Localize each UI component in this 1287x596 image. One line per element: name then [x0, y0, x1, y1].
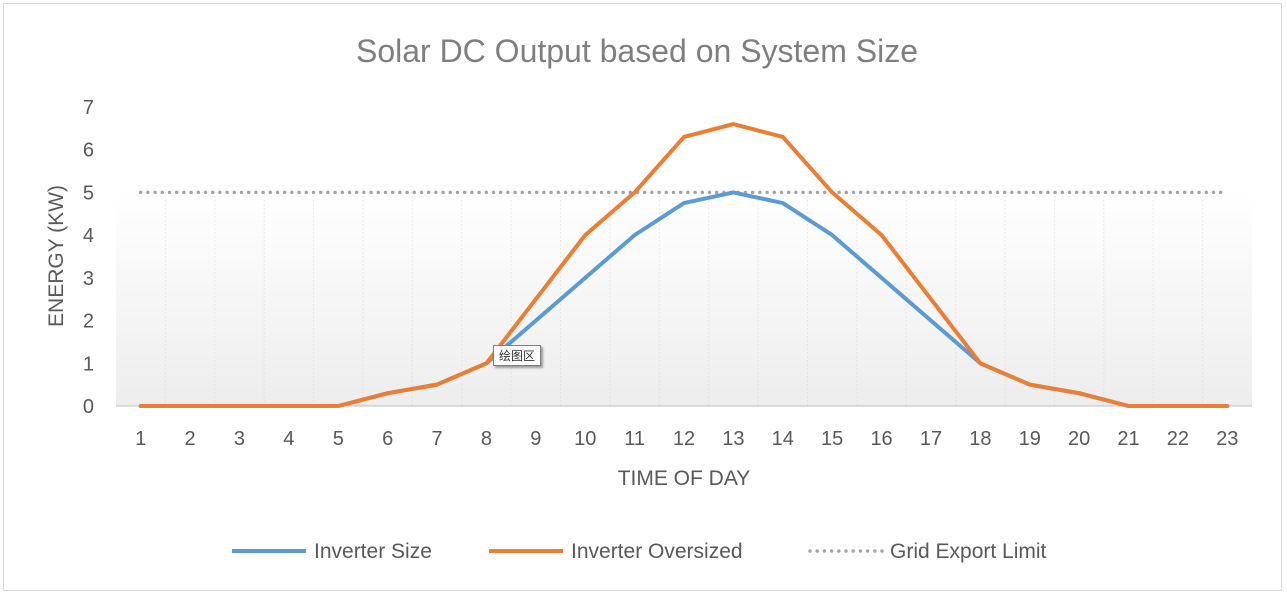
series-layer: [138, 122, 1230, 408]
y-tick-label: 6: [83, 140, 94, 162]
x-tick-label: 8: [481, 428, 492, 450]
x-tick-label: 14: [772, 428, 794, 450]
x-tick-label: 10: [574, 428, 596, 450]
chart-title: Solar DC Output based on System Size: [356, 33, 918, 69]
x-tick-label: 11: [624, 428, 645, 450]
y-tick-label: 1: [83, 353, 94, 375]
x-tick-label: 15: [821, 428, 843, 450]
x-tick-label: 5: [333, 428, 344, 450]
x-tick-label: 13: [722, 428, 744, 450]
x-tick-label: 19: [1019, 428, 1041, 450]
legend: Inverter Size Inverter Oversized Grid Expo…: [232, 540, 1047, 563]
x-axis-title: TIME OF DAY: [618, 467, 751, 490]
x-tick-label: 6: [382, 428, 393, 450]
x-tick-label: 23: [1216, 428, 1238, 450]
x-tick-label: 20: [1068, 428, 1090, 450]
legend-label-inverter-oversized: Inverter Oversized: [571, 540, 743, 563]
legend-label-inverter-size: Inverter Size: [314, 540, 432, 563]
x-tick-label: 17: [920, 428, 942, 450]
x-tick-label: 21: [1117, 428, 1139, 450]
y-axis-title: ENERGY (KW): [45, 185, 68, 327]
y-tick-labels: 0 1 2 3 4 5 6 7: [83, 97, 94, 418]
x-tick-labels: 1 2 3 4 5 6 7 8 9 10 11 12 13 14 15 16 17 18 19 20 21 22 23: [135, 428, 1238, 450]
x-tick-label: 3: [234, 428, 245, 450]
x-tick-label: 7: [431, 428, 442, 450]
y-tick-label: 5: [83, 182, 94, 204]
x-tick-label: 12: [673, 428, 695, 450]
x-tick-label: 4: [283, 428, 294, 450]
x-tick-label: 2: [185, 428, 196, 450]
y-tick-label: 7: [83, 97, 94, 119]
x-tick-label: 1: [135, 428, 146, 450]
plot-area[interactable]: [116, 192, 1252, 406]
y-tick-label: 4: [83, 225, 94, 247]
x-tick-label: 9: [530, 428, 541, 450]
legend-label-grid-export-limit: Grid Export Limit: [890, 540, 1047, 563]
y-tick-label: 2: [83, 311, 94, 333]
y-tick-label: 3: [83, 268, 94, 290]
x-tick-label: 18: [969, 428, 991, 450]
x-tick-label: 22: [1167, 428, 1189, 450]
y-tick-label: 0: [83, 396, 94, 418]
x-tick-label: 16: [870, 428, 892, 450]
plot-area-tooltip: 绘图区: [493, 345, 542, 366]
